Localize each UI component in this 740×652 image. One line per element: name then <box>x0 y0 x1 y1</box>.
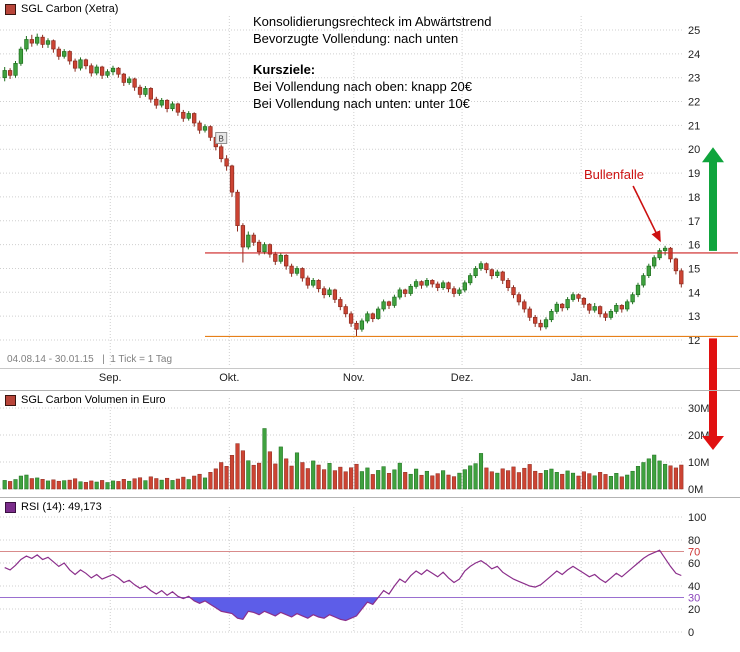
svg-text:21: 21 <box>688 120 700 132</box>
rsi-series-legend: RSI (14): 49,173 <box>5 501 102 513</box>
svg-text:40: 40 <box>688 581 700 593</box>
candlestick-series-icon <box>5 3 16 15</box>
volume-series-label: SGL Carbon Volumen in Euro <box>21 394 166 406</box>
target-down-line: Bei Vollendung nach unten: unter 10€ <box>253 96 470 111</box>
main-series-label: SGL Carbon (Xetra) <box>21 3 119 15</box>
svg-text:Dez.: Dez. <box>451 372 474 384</box>
svg-text:0: 0 <box>688 627 694 639</box>
analysis-annotation: Konsolidierungsrechteck im Abwärtstrend … <box>253 13 491 112</box>
svg-text:20: 20 <box>688 144 700 156</box>
target-up-line: Bei Vollendung nach oben: knapp 20€ <box>253 79 473 94</box>
svg-text:13: 13 <box>688 311 700 323</box>
svg-text:Okt.: Okt. <box>219 372 239 384</box>
svg-text:30M: 30M <box>688 403 709 415</box>
svg-text:80: 80 <box>688 535 700 547</box>
svg-text:100: 100 <box>688 512 706 524</box>
svg-text:70: 70 <box>688 547 700 559</box>
svg-text:0M: 0M <box>688 484 703 496</box>
svg-text:B: B <box>219 135 224 144</box>
svg-text:Jan.: Jan. <box>571 372 592 384</box>
svg-text:Nov.: Nov. <box>343 372 365 384</box>
price-targets-heading: Kursziele: <box>253 62 316 77</box>
volume-chart[interactable]: 30M 20M 10M 0M <box>0 392 740 497</box>
bull-trap-label: Bullenfalle <box>584 167 644 182</box>
svg-text:24: 24 <box>688 49 700 61</box>
rsi-series-icon <box>5 501 16 513</box>
svg-text:Sep.: Sep. <box>99 372 122 384</box>
svg-text:18: 18 <box>688 192 700 204</box>
rsi-series-label: RSI (14): 49,173 <box>21 501 102 513</box>
candlestick-chart[interactable]: 25 24 23 22 21 20 19 18 17 16 15 14 13 12 Sep. Okt. Nov.… <box>0 0 740 390</box>
panel-divider-rsi[interactable] <box>0 497 740 498</box>
annotation-line-1: Konsolidierungsrechteck im Abwärtstrend <box>253 14 492 29</box>
svg-text:60: 60 <box>688 558 700 570</box>
svg-text:15: 15 <box>688 263 700 275</box>
annotation-line-2: Bevorzugte Vollendung: nach unten <box>253 31 459 46</box>
main-series-legend: SGL Carbon (Xetra) <box>5 3 118 15</box>
svg-text:20M: 20M <box>688 430 709 442</box>
panel-divider-volume[interactable] <box>0 390 740 391</box>
svg-text:20: 20 <box>688 604 700 616</box>
svg-text:17: 17 <box>688 216 700 228</box>
svg-text:25: 25 <box>688 25 700 37</box>
svg-text:19: 19 <box>688 168 700 180</box>
svg-text:23: 23 <box>688 73 700 85</box>
svg-text:16: 16 <box>688 240 700 252</box>
volume-series-legend: SGL Carbon Volumen in Euro <box>5 394 166 406</box>
svg-text:14: 14 <box>688 287 700 299</box>
date-range-note: 04.08.14 - 30.01.15 | 1 Tick = 1 Tag <box>7 354 173 365</box>
svg-text:10M: 10M <box>688 457 709 469</box>
svg-text:12: 12 <box>688 335 700 347</box>
volume-series-icon <box>5 394 16 406</box>
svg-text:22: 22 <box>688 97 700 109</box>
svg-text:30: 30 <box>688 593 700 605</box>
